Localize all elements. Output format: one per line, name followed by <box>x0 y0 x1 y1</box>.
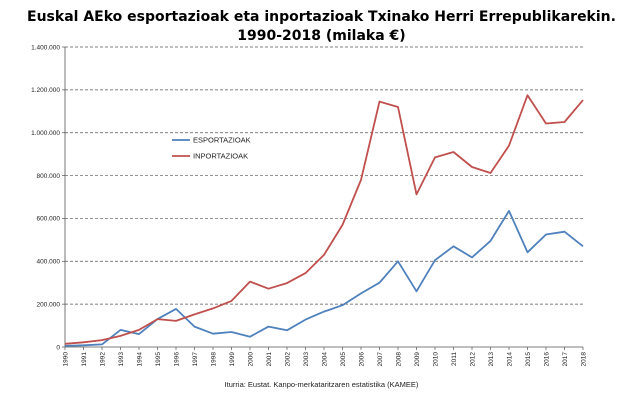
x-tick-label: 2003 <box>303 352 310 367</box>
x-tick-label: 2005 <box>340 352 347 367</box>
y-tick-label: 0 <box>56 344 60 351</box>
y-tick-label: 200.000 <box>37 301 61 308</box>
series-line-inportazioak <box>64 94 584 345</box>
x-tick-label: 1998 <box>210 352 217 367</box>
x-tick-label: 2013 <box>488 352 495 367</box>
y-axis-ticks: 0 200.000 400.000 600.000 800.000 1.000.000 1.… <box>31 44 65 351</box>
x-tick-label: 1990 <box>62 352 69 367</box>
x-tick-label: 2016 <box>543 352 550 367</box>
x-tick-label: 1999 <box>229 352 236 367</box>
x-tick-label: 2000 <box>247 352 254 367</box>
x-tick-label: 2001 <box>266 352 273 367</box>
x-tick-label: 2017 <box>562 352 569 367</box>
x-tick-label: 2007 <box>377 352 384 367</box>
y-tick-label: 1.200.000 <box>31 87 60 94</box>
x-axis-ticks: 1990 1991 1992 1993 1994 1995 1996 1997 1998 1999… <box>62 347 587 366</box>
legend-label-esportazioak: ESPORTAZIOAK <box>193 136 251 145</box>
x-tick-label: 2010 <box>432 352 439 367</box>
x-tick-label: 2006 <box>358 352 365 367</box>
legend-label-inportazioak: INPORTAZIOAK <box>193 152 248 161</box>
x-tick-label: 2015 <box>525 352 532 367</box>
x-tick-label: 1993 <box>118 352 125 367</box>
y-tick-label: 600.000 <box>37 216 61 223</box>
x-tick-label: 1996 <box>173 352 180 367</box>
chart-title-line1: Euskal AEko esportazioak eta inportazioa… <box>27 9 616 25</box>
y-tick-label: 800.000 <box>37 173 61 180</box>
x-tick-label: 2008 <box>395 352 402 367</box>
x-tick-label: 2012 <box>469 352 476 367</box>
x-tick-label: 1995 <box>155 352 162 367</box>
x-tick-label: 1992 <box>99 352 106 367</box>
y-tick-label: 1.400.000 <box>31 44 60 51</box>
x-tick-label: 1991 <box>81 352 88 367</box>
x-tick-label: 2018 <box>580 352 587 367</box>
x-tick-label: 2011 <box>451 352 458 366</box>
grid-lines <box>65 46 583 305</box>
chart-title: Euskal AEko esportazioak eta inportazioa… <box>0 8 643 46</box>
source-note: Iturria: Eustat. Kanpo-merkataritzaren e… <box>224 380 419 389</box>
axes <box>64 47 583 348</box>
x-tick-label: 2004 <box>321 352 328 367</box>
x-tick-label: 2009 <box>414 352 421 367</box>
y-tick-label: 1.000.000 <box>31 130 60 137</box>
x-tick-label: 2014 <box>506 352 513 367</box>
y-tick-label: 400.000 <box>37 259 61 266</box>
series-lines <box>64 94 584 347</box>
series-line-esportazioak <box>64 209 584 347</box>
x-tick-label: 2002 <box>284 352 291 367</box>
chart-title-line2: 1990-2018 (milaka €) <box>237 28 406 44</box>
legend: ESPORTAZIOAK INPORTAZIOAK <box>172 136 251 161</box>
x-tick-label: 1997 <box>192 352 199 367</box>
x-tick-label: 1994 <box>136 352 143 367</box>
